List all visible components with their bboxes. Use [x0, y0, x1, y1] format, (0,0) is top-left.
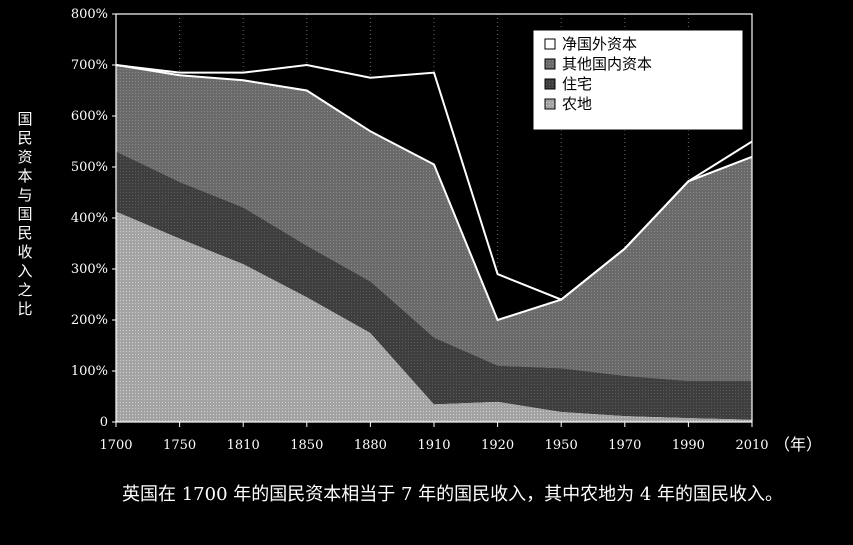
total-capital-line: [115, 63, 753, 301]
x-tick-label: 1990: [672, 438, 705, 453]
x-tick-label: 1700: [99, 438, 132, 453]
x-tick-label: 1970: [608, 438, 641, 453]
legend-label: 农地: [562, 95, 592, 113]
legend-swatch: [544, 78, 556, 90]
x-axis-unit: （年）: [774, 435, 822, 454]
x-tick-label: 2010: [735, 438, 768, 453]
legend-label: 住宅: [562, 75, 592, 93]
x-tick-label: 1810: [227, 438, 260, 453]
x-tick-label: 1950: [545, 438, 578, 453]
area-1: [116, 211, 752, 422]
area-3: [116, 65, 752, 382]
legend-swatch: [544, 98, 556, 110]
y-tick-label: 700%: [71, 58, 108, 73]
x-tick-label: 1910: [417, 438, 450, 453]
x-tick-label: 1850: [290, 438, 323, 453]
legend-label: 净国外资本: [562, 35, 637, 53]
y-tick-label: 800%: [71, 7, 108, 22]
y-tick-label: 300%: [71, 262, 108, 277]
x-tick-label: 1920: [481, 438, 514, 453]
x-tick-label: 1750: [163, 438, 196, 453]
y-axis-label: 国民资本与国民收入之比: [17, 110, 33, 318]
legend-swatch: [544, 58, 556, 70]
x-tick-label: 1880: [354, 438, 387, 453]
y-tick-label: 600%: [71, 109, 108, 124]
area-layers: [116, 65, 752, 422]
legend-swatch: [544, 38, 556, 50]
legend-box: [532, 29, 744, 131]
y-tick-label: 0: [100, 415, 108, 430]
area-4: [116, 65, 752, 320]
axes: [112, 13, 753, 427]
y-tick-labels: 0 100% 200% 300% 400% 500% 600% 700% 800%: [71, 7, 108, 430]
y-tick-label: 200%: [71, 313, 108, 328]
x-tick-labels: 1700 1750 1810 1850 1880 1910 1920 1950 1970 1990…: [99, 438, 768, 453]
y-tick-label: 500%: [71, 160, 108, 175]
caption: 英国在 1700 年的国民资本相当于 7 年的国民收入，其中农地为 4 年的国民…: [122, 484, 784, 505]
boundary-lines: [115, 63, 753, 322]
area-2: [116, 151, 752, 420]
y-tick-label: 100%: [71, 364, 108, 379]
legend-label: 其他国内资本: [562, 55, 652, 73]
y-tick-label: 400%: [71, 211, 108, 226]
